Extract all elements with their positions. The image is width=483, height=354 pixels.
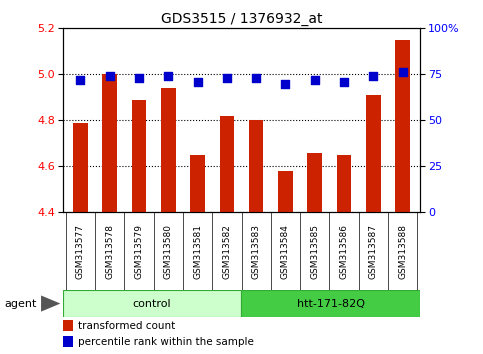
Text: GSM313583: GSM313583	[252, 224, 261, 279]
Point	[76, 77, 84, 83]
Text: GSM313587: GSM313587	[369, 224, 378, 279]
Bar	[63, 290, 242, 317]
Bar	[132, 100, 146, 212]
Bar	[63, 336, 73, 347]
Point	[340, 79, 348, 85]
Text: GSM313577: GSM313577	[76, 224, 85, 279]
Bar	[278, 171, 293, 212]
Bar	[307, 153, 322, 212]
Bar	[220, 116, 234, 212]
Polygon shape	[41, 296, 60, 312]
Point	[252, 75, 260, 81]
Bar	[249, 120, 263, 212]
Point	[135, 75, 143, 81]
Point	[369, 73, 377, 79]
Bar	[395, 40, 410, 212]
Point	[399, 70, 407, 75]
Text: GSM313586: GSM313586	[340, 224, 349, 279]
Point	[282, 81, 289, 86]
Text: GSM313584: GSM313584	[281, 224, 290, 279]
Text: GSM313578: GSM313578	[105, 224, 114, 279]
Point	[106, 73, 114, 79]
Text: GSM313588: GSM313588	[398, 224, 407, 279]
Text: GSM313580: GSM313580	[164, 224, 173, 279]
Point	[194, 79, 201, 85]
Bar	[102, 74, 117, 212]
Point	[164, 73, 172, 79]
Bar	[63, 320, 73, 331]
Text: percentile rank within the sample: percentile rank within the sample	[78, 337, 254, 347]
Bar	[337, 155, 351, 212]
Bar	[242, 290, 420, 317]
Text: GDS3515 / 1376932_at: GDS3515 / 1376932_at	[161, 12, 322, 27]
Bar	[161, 88, 176, 212]
Text: GSM313581: GSM313581	[193, 224, 202, 279]
Bar	[366, 95, 381, 212]
Text: htt-171-82Q: htt-171-82Q	[297, 298, 365, 309]
Text: GSM313579: GSM313579	[134, 224, 143, 279]
Text: agent: agent	[5, 298, 37, 309]
Text: transformed count: transformed count	[78, 321, 175, 331]
Text: GSM313582: GSM313582	[222, 224, 231, 279]
Point	[223, 75, 231, 81]
Bar	[190, 155, 205, 212]
Point	[311, 77, 319, 83]
Text: GSM313585: GSM313585	[310, 224, 319, 279]
Text: control: control	[133, 298, 171, 309]
Bar	[73, 123, 88, 212]
